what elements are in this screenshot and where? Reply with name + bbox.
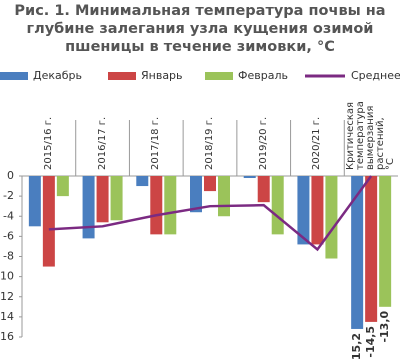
- legend-swatch: [205, 72, 233, 80]
- bar: [311, 176, 324, 245]
- y-tick-label: -10: [0, 270, 14, 283]
- bar: [271, 176, 284, 235]
- y-tick-label: -16: [0, 330, 14, 343]
- bar: [204, 176, 216, 192]
- legend-swatch: [0, 72, 28, 80]
- chart-title: Рис. 1. Минимальная температура почвы на…: [14, 3, 386, 55]
- x-tick-label: Критическая температура вымерзания расте…: [345, 101, 397, 170]
- y-tick-label: -14: [0, 310, 14, 323]
- legend-label: Январь: [141, 69, 183, 82]
- value-label: -13,0: [378, 310, 391, 342]
- bar: [56, 176, 69, 197]
- value-label: -15,2: [350, 333, 363, 360]
- bar: [150, 176, 163, 235]
- value-label: -14,5: [364, 326, 377, 358]
- y-tick-label: 0: [7, 169, 14, 182]
- x-tick-label: 2020/21 г.: [311, 116, 323, 170]
- bar: [379, 176, 392, 307]
- bar: [297, 176, 310, 245]
- y-tick-label: -12: [0, 290, 14, 303]
- bar: [136, 176, 149, 187]
- y-tick-label: -4: [3, 209, 14, 222]
- bar: [96, 176, 109, 223]
- bar: [218, 176, 230, 217]
- bar: [325, 176, 338, 259]
- x-tick-label: 2019/20 г.: [257, 116, 269, 170]
- bar: [28, 176, 41, 227]
- y-tick-label: -8: [3, 250, 14, 263]
- x-tick-label: 2016/17 г.: [96, 116, 108, 170]
- x-tick-label: 2017/18 г.: [150, 116, 162, 170]
- bar: [365, 176, 378, 322]
- legend-label: Среднее: [351, 69, 400, 82]
- y-tick-label: -2: [3, 189, 14, 202]
- bar: [42, 176, 55, 267]
- legend-label: Декабрь: [33, 69, 82, 82]
- bar: [190, 176, 202, 213]
- bar: [243, 176, 256, 179]
- y-tick-label: -6: [3, 229, 14, 242]
- bar: [351, 176, 364, 329]
- x-tick-label: 2015/16 г.: [42, 116, 54, 170]
- bar: [110, 176, 123, 221]
- bar: [82, 176, 95, 239]
- bar: [164, 176, 177, 235]
- x-tick-label: 2018/19 г.: [204, 116, 215, 170]
- legend-swatch: [108, 72, 136, 80]
- legend-label: Февраль: [238, 69, 288, 82]
- bar: [257, 176, 270, 203]
- average-line: [48, 175, 373, 252]
